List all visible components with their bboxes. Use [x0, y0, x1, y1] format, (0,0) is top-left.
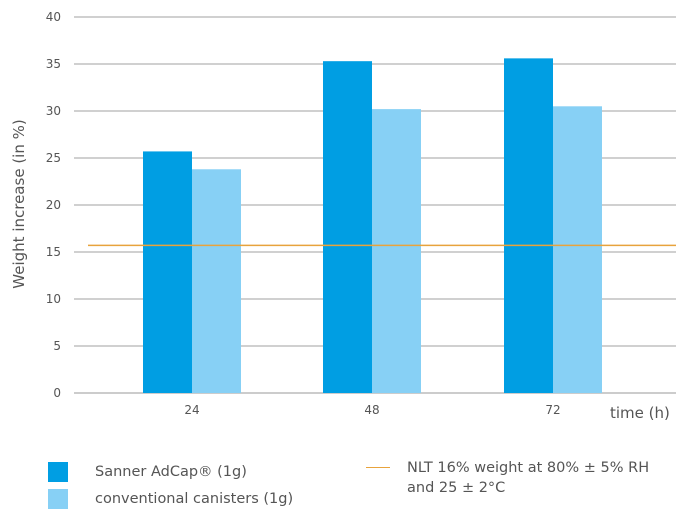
legend-label-reference-line: NLT 16% weight at 80% ± 5% RH and 25 ± 2…	[407, 460, 650, 496]
x-axis-label: time (h)	[610, 404, 670, 422]
legend-swatch-reference-line	[366, 467, 390, 468]
legend-label-conventional-canisters: conventional canisters (1g)	[95, 490, 294, 507]
legend-item-conventional-canisters: conventional canisters (1g)	[48, 485, 293, 512]
bar-sanner-adcap-24	[143, 151, 192, 393]
legend-swatch-conventional-canisters	[48, 488, 68, 509]
x-tick-label: 48	[364, 403, 379, 417]
y-tick-label: 25	[46, 151, 61, 165]
y-tick-label: 0	[53, 386, 61, 400]
y-tick-label: 35	[46, 57, 61, 71]
y-tick-label: 20	[46, 198, 61, 212]
legend-swatch-sanner-adcap	[48, 461, 68, 482]
bar-conventional-24	[192, 169, 241, 393]
legend-reference: NLT 16% weight at 80% ± 5% RH and 25 ± 2…	[366, 458, 667, 498]
legend-label-sanner-adcap: Sanner AdCap® (1g)	[95, 463, 247, 480]
legend-item-sanner-adcap: Sanner AdCap® (1g)	[48, 458, 293, 485]
y-tick-label: 5	[53, 339, 61, 353]
legend-item-reference-line: NLT 16% weight at 80% ± 5% RH and 25 ± 2…	[366, 458, 667, 498]
y-axis-label: Weight increase (in %)	[10, 119, 28, 288]
y-tick-label: 40	[46, 10, 61, 24]
bar-conventional-72	[553, 106, 602, 394]
bar-sanner-adcap-48	[323, 61, 372, 394]
y-tick-label: 15	[46, 245, 61, 259]
bar-chart: 0 5 10 15 20 25 30 35 40 24 48 72 Weight increase …	[10, 10, 676, 422]
x-tick-label: 72	[545, 403, 560, 417]
bars	[143, 58, 602, 394]
y-tick-labels: 0 5 10 15 20 25 30 35 40	[46, 10, 61, 400]
x-tick-label: 24	[184, 403, 199, 417]
y-tick-label: 10	[46, 292, 61, 306]
bar-conventional-48	[372, 109, 421, 394]
y-tick-label: 30	[46, 104, 61, 118]
x-tick-labels: 24 48 72	[184, 403, 560, 417]
legend-series: Sanner AdCap® (1g) conventional canister…	[48, 458, 293, 512]
bar-sanner-adcap-72	[504, 58, 553, 394]
